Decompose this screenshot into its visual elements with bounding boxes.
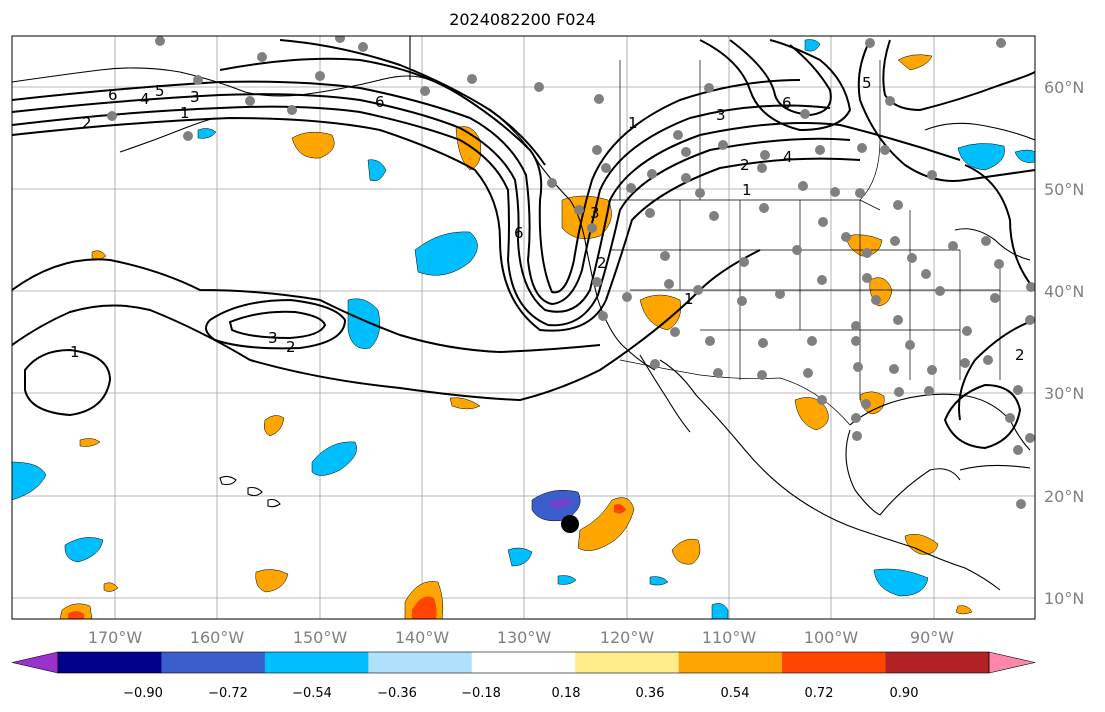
- contour-label: 1: [628, 114, 638, 132]
- longitude-axis: 170°W 160°W 150°W 140°W 130°W 120°W 110°…: [88, 628, 954, 647]
- location-marker: [561, 515, 579, 533]
- lon-tick-label: 170°W: [88, 628, 143, 647]
- lon-tick-label: 150°W: [293, 628, 348, 647]
- lon-tick-label: 90°W: [910, 628, 954, 647]
- colorbar-segment: [471, 652, 576, 673]
- lon-tick-label: 120°W: [600, 628, 655, 647]
- map-frame: [11, 35, 1036, 620]
- lon-tick-label: 130°W: [497, 628, 552, 647]
- coastlines: [12, 36, 1035, 591]
- contour-label: 1: [180, 104, 190, 122]
- colorbar-tick-label: 0.72: [805, 686, 834, 701]
- contour-label: 1: [70, 343, 80, 361]
- colorbar-tick-label: 0.36: [636, 686, 665, 701]
- contour-label: 3: [716, 106, 726, 124]
- graticule: [12, 36, 1035, 619]
- lat-tick-label: 30°N: [1044, 384, 1084, 403]
- station-markers: [107, 36, 1035, 509]
- contour-label: 2: [82, 114, 92, 132]
- colorbar-tick-label: 0.54: [721, 686, 750, 701]
- colorbar-tick-labels: −0.90 −0.72 −0.54 −0.36 −0.18 0.18 0.36 …: [123, 686, 918, 701]
- contour-label: 6: [108, 86, 118, 104]
- contour-label: 6: [375, 93, 385, 111]
- contour-label: 3: [590, 204, 600, 222]
- contour-label: 2: [286, 338, 296, 356]
- colorbar-tick-label: −0.36: [377, 686, 417, 701]
- lon-tick-label: 100°W: [804, 628, 859, 647]
- strongest-negative-shading: [548, 498, 574, 510]
- latitude-axis: 60°N 50°N 40°N 30°N 20°N 10°N: [1044, 78, 1084, 608]
- strong-positive-shading: [68, 504, 626, 619]
- colorbar-tick-label: −0.18: [461, 686, 501, 701]
- contour-label: 6: [782, 94, 792, 112]
- lat-tick-label: 20°N: [1044, 487, 1084, 506]
- map-title: 2024082200 F024: [449, 10, 596, 29]
- colorbar-tick-label: −0.54: [292, 686, 332, 701]
- colorbar-tick-label: 0.18: [552, 686, 581, 701]
- contour-label: 4: [783, 148, 793, 166]
- lon-tick-label: 160°W: [190, 628, 245, 647]
- colorbar-segment: [782, 652, 887, 673]
- colorbar-segment: [368, 652, 473, 673]
- lon-tick-label: 110°W: [702, 628, 757, 647]
- colorbar-extend-min: [11, 651, 59, 674]
- contour-label: 5: [155, 82, 165, 100]
- contour-label: 5: [862, 74, 872, 92]
- negative-anomaly-shading: [12, 39, 1035, 619]
- contour-label: 2: [597, 254, 607, 272]
- contour-label: 6: [514, 224, 524, 242]
- map-background: [12, 36, 1035, 619]
- lon-tick-label: 140°W: [395, 628, 450, 647]
- colorbar-border: [57, 651, 990, 674]
- colorbar: [11, 651, 1036, 674]
- contour-label: 2: [740, 156, 750, 174]
- lat-tick-label: 40°N: [1044, 282, 1084, 301]
- colorbar-tick-label: 0.90: [890, 686, 919, 701]
- lat-tick-label: 10°N: [1044, 589, 1084, 608]
- colorbar-extend-max: [988, 651, 1036, 674]
- colorbar-segment: [264, 652, 369, 673]
- colorbar-segment: [161, 652, 266, 673]
- contour-label: 1: [684, 290, 694, 308]
- contour-label: 3: [190, 88, 200, 106]
- lat-tick-label: 50°N: [1044, 180, 1084, 199]
- colorbar-tick-label: −0.90: [123, 686, 163, 701]
- contour-labels: 6 4 5 2 1 3 6 1 3 6 5 4 2 1 6 2 3 2 1 3 …: [70, 74, 1025, 364]
- colorbar-segment: [575, 652, 680, 673]
- colorbar-segment: [678, 652, 783, 673]
- contour-label: 3: [268, 329, 278, 347]
- colorbar-tick-label: −0.72: [208, 686, 248, 701]
- lat-tick-label: 60°N: [1044, 78, 1084, 97]
- contour-label: 4: [140, 90, 150, 108]
- colorbar-segment: [885, 652, 990, 673]
- contour-label: 1: [742, 181, 752, 199]
- contour-label: 2: [1015, 346, 1025, 364]
- colorbar-segment: [58, 652, 162, 673]
- contour-lines: [12, 39, 1035, 450]
